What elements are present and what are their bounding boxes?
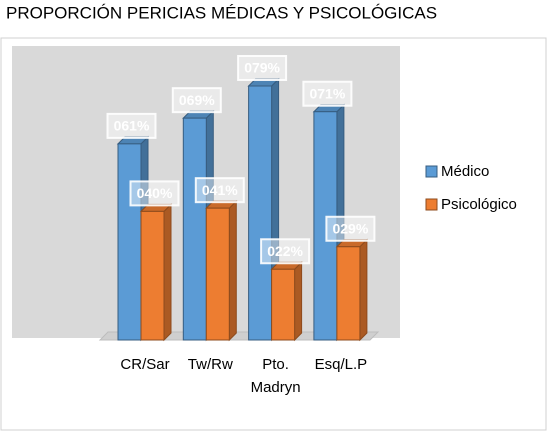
bar: [117, 143, 142, 341]
bar: [248, 85, 273, 341]
legend-swatch: [425, 165, 438, 178]
bar-side: [294, 261, 303, 342]
value-label: 079%: [244, 60, 280, 76]
bar: [140, 210, 165, 341]
bar-side: [228, 199, 237, 342]
bar-side: [359, 238, 368, 342]
legend-swatch: [425, 198, 438, 211]
legend-label: Médico: [441, 163, 489, 180]
value-label-box: [106, 112, 157, 139]
x-tick-label: Tw/Rw: [188, 356, 233, 373]
legend-label: Psicológico: [441, 196, 517, 213]
value-label-box: [260, 238, 311, 265]
value-label-box: [302, 80, 353, 107]
value-label: 040%: [137, 185, 173, 201]
value-label-box: [171, 87, 222, 114]
x-tick-label: Esq/L.P: [315, 356, 368, 373]
value-label-box: [237, 55, 288, 81]
value-label: 061%: [114, 118, 150, 134]
value-label-box: [129, 180, 180, 207]
bar: [336, 246, 361, 341]
value-label: 022%: [267, 243, 303, 259]
x-tick-label: Pto. Madryn: [251, 356, 301, 396]
bar: [182, 117, 207, 341]
bar: [205, 207, 230, 341]
value-label: 041%: [202, 182, 238, 198]
value-label-box: [325, 215, 376, 242]
value-label: 029%: [332, 220, 368, 236]
chart-title: PROPORCIÓN PERICIAS MÉDICAS Y PSICOLÓGIC…: [6, 3, 437, 22]
value-label: 069%: [179, 92, 215, 108]
bar: [271, 268, 296, 341]
value-label-box: [194, 177, 245, 204]
bar-side: [163, 203, 172, 342]
x-tick-label: CR/Sar: [120, 356, 169, 373]
value-label: 071%: [309, 85, 345, 101]
